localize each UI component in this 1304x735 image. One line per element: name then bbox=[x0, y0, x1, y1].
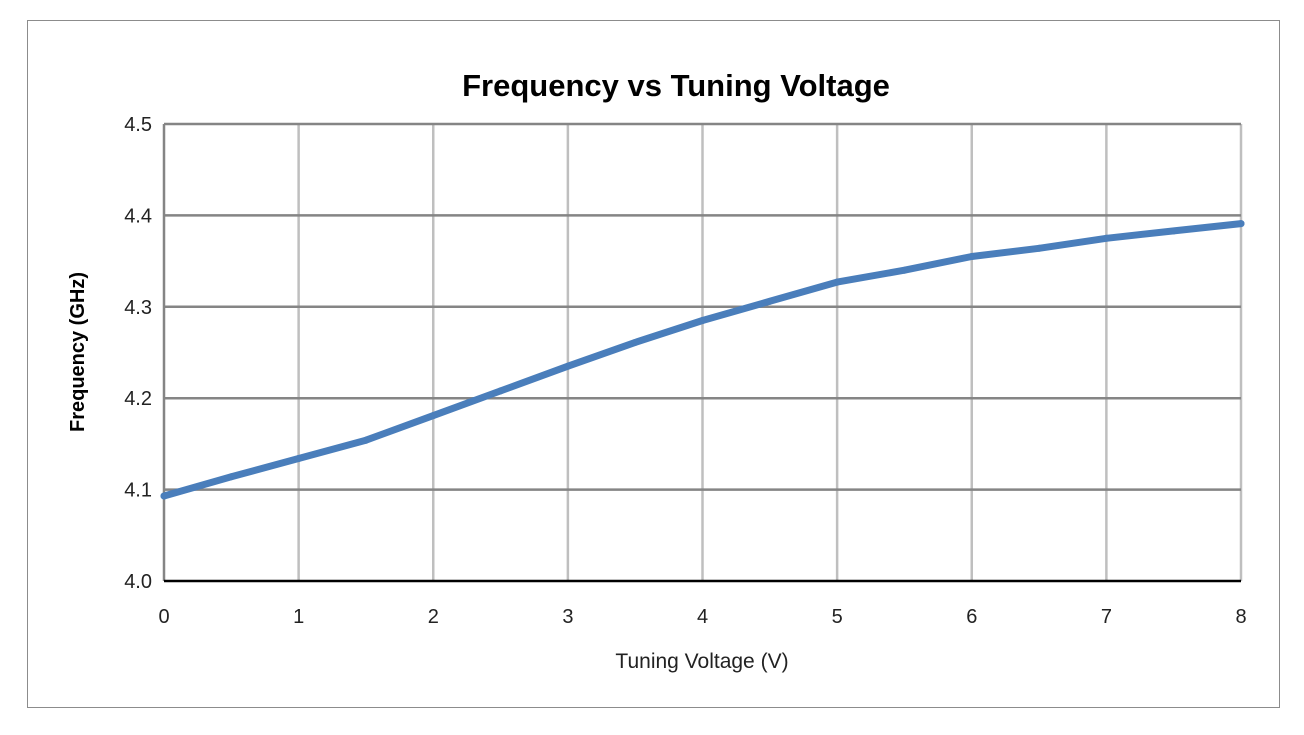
data-point bbox=[564, 362, 572, 370]
x-tick-label: 5 bbox=[832, 606, 843, 628]
data-point bbox=[160, 492, 168, 500]
x-tick-label: 3 bbox=[562, 606, 573, 628]
x-tick-label: 8 bbox=[1235, 606, 1246, 628]
chart-frame bbox=[27, 20, 1280, 708]
data-point bbox=[968, 253, 976, 261]
data-point bbox=[1035, 244, 1043, 252]
x-tick-label: 0 bbox=[158, 606, 169, 628]
y-tick-label: 4.4 bbox=[124, 205, 152, 227]
data-point bbox=[699, 317, 706, 325]
x-tick-label: 6 bbox=[966, 606, 977, 628]
data-point bbox=[833, 278, 841, 286]
chart-title: Frequency vs Tuning Voltage bbox=[462, 68, 890, 103]
x-tick-label: 2 bbox=[428, 606, 439, 628]
y-tick-label: 4.5 bbox=[124, 114, 152, 136]
data-point bbox=[362, 436, 370, 444]
x-tick-label: 7 bbox=[1101, 606, 1112, 628]
y-axis-label: Frequency (GHz) bbox=[67, 272, 89, 432]
y-tick-label: 4.2 bbox=[124, 388, 152, 410]
x-tick-label: 4 bbox=[697, 606, 708, 628]
x-tick-label: 1 bbox=[293, 606, 304, 628]
data-point bbox=[1102, 234, 1110, 242]
data-point bbox=[900, 266, 908, 274]
data-point bbox=[295, 455, 303, 463]
data-point bbox=[1237, 220, 1245, 228]
data-point bbox=[429, 412, 437, 420]
x-axis-label: Tuning Voltage (V) bbox=[615, 650, 788, 673]
data-point bbox=[227, 473, 235, 481]
data-point bbox=[1170, 227, 1178, 235]
y-tick-label: 4.3 bbox=[124, 297, 152, 319]
y-tick-label: 4.0 bbox=[124, 571, 152, 593]
data-point bbox=[631, 338, 639, 346]
data-point bbox=[497, 387, 505, 395]
y-tick-label: 4.1 bbox=[124, 480, 152, 502]
data-point bbox=[766, 297, 774, 305]
